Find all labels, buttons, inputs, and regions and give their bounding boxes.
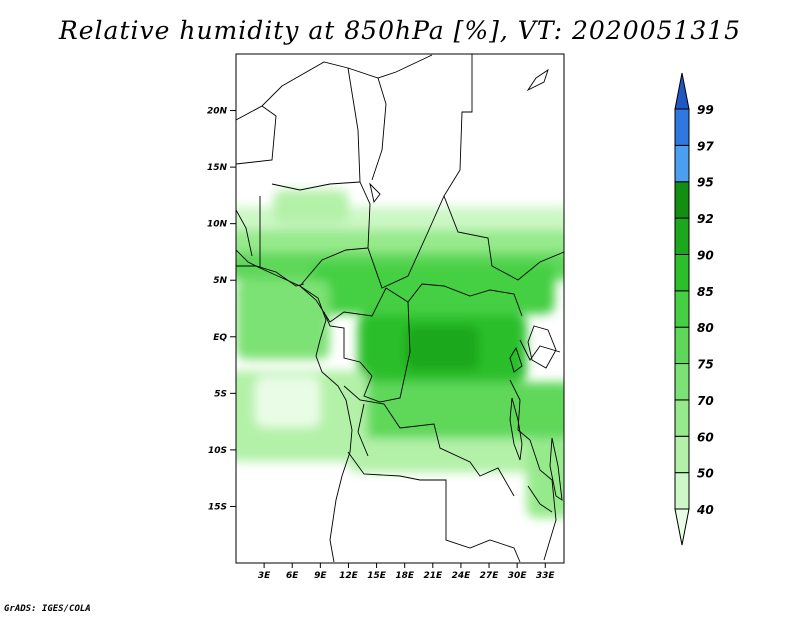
colorbar-segment (674, 181, 690, 219)
colorbar-segment (674, 399, 690, 437)
colorbar-segment (674, 290, 690, 328)
colorbar-legend: 40 50 60 70 75 80 85 90 92 95 97 99 (674, 72, 714, 546)
x-tick-label: 30E (508, 571, 528, 581)
y-tick-label: 5N (213, 276, 227, 286)
x-tick-label: 33E (536, 571, 556, 581)
y-tick-label: 10N (207, 220, 228, 230)
y-tick-label: EQ (213, 333, 227, 343)
y-axis: 20N 15N 10N 5N EQ 5S 10S 15S (207, 107, 236, 512)
colorbar-segment (674, 253, 690, 292)
colorbar-segment (674, 435, 690, 474)
colorbar-label: 90 (697, 248, 714, 262)
humidity-region-3 (310, 263, 555, 315)
humidity-region-7 (329, 382, 564, 439)
y-tick-label: 10S (208, 446, 227, 456)
humidity-region-1 (236, 229, 564, 252)
plot-frame (235, 53, 565, 564)
x-axis: 3E 6E 9E 12E 15E 18E 21E 24E 27E 30E 33E (258, 563, 556, 581)
colorbar-label: 97 (697, 139, 714, 153)
country-borders (236, 54, 564, 563)
colorbar-label: 99 (697, 103, 714, 117)
y-tick-label: 15N (207, 163, 228, 173)
y-tick-label: 5S (214, 389, 227, 399)
x-tick-label: 3E (258, 571, 271, 581)
x-tick-label: 27E (480, 571, 500, 581)
colorbar-segment (674, 144, 690, 183)
x-tick-label: 21E (423, 571, 443, 581)
humidity-region-12 (273, 189, 349, 224)
colorbar-high-arrow (674, 72, 690, 110)
x-tick-label: 9E (314, 571, 327, 581)
colorbar-label: 92 (697, 212, 714, 226)
humidity-field (236, 189, 564, 518)
colorbar-segment (674, 108, 690, 146)
lakes (369, 182, 563, 501)
humidity-region-10 (348, 438, 536, 473)
colorbar-segment (674, 363, 690, 401)
humidity-region-9 (254, 376, 321, 428)
colorbar-label: 60 (697, 430, 714, 444)
y-tick-label: 20N (207, 107, 228, 117)
grads-credit: GrADS: IGES/COLA (4, 604, 91, 614)
colorbar-label: 50 (697, 467, 714, 481)
x-tick-label: 18E (395, 571, 415, 581)
colorbar-label: 75 (697, 358, 714, 372)
colorbar-label: 40 (696, 503, 714, 517)
x-tick-label: 24E (452, 571, 472, 581)
humidity-region-5 (404, 325, 480, 371)
humidity-region-6 (236, 280, 330, 360)
colorbar-segment (674, 326, 690, 365)
colorbar-label: 80 (697, 321, 714, 335)
colorbar-label: 95 (697, 176, 714, 190)
coastline (236, 68, 549, 563)
humidity-shading (236, 189, 564, 518)
y-tick-label: 15S (208, 502, 227, 512)
colorbar-low-arrow (674, 508, 690, 546)
x-tick-label: 6E (286, 571, 299, 581)
colorbar-label: 70 (697, 394, 714, 408)
colorbar-label: 85 (697, 285, 714, 299)
x-tick-label: 15E (367, 571, 387, 581)
chart-title: Relative humidity at 850hPa [%], VT: 202… (58, 16, 742, 45)
x-tick-label: 12E (339, 571, 359, 581)
colorbar-segment (674, 472, 690, 510)
colorbar-segment (674, 217, 690, 255)
